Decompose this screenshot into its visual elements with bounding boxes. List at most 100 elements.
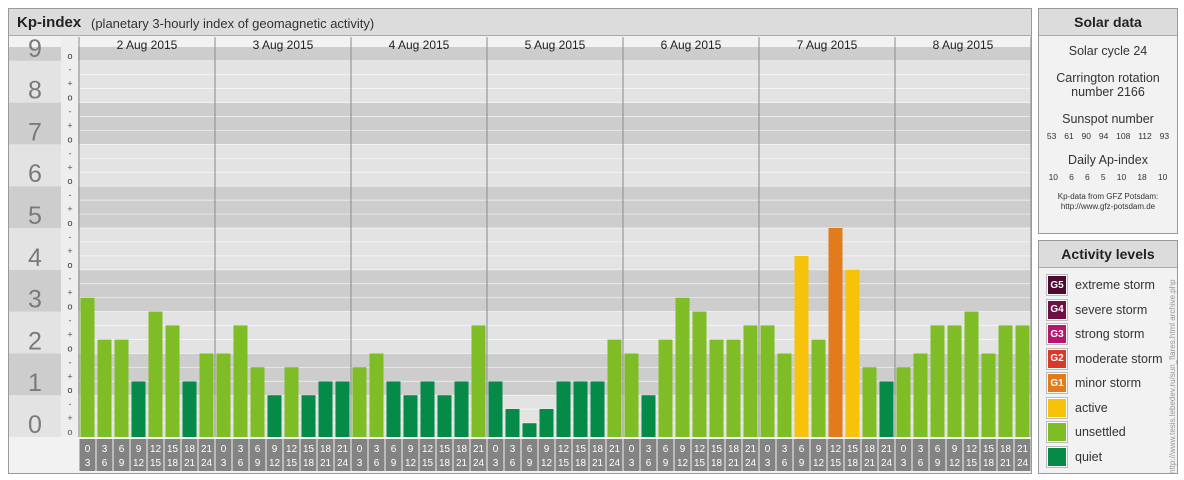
interval-end-label: 3 <box>765 458 771 469</box>
interval-start-label: 15 <box>575 444 587 455</box>
ap-value: 6 <box>1085 172 1090 182</box>
kp-index-panel: 0 1 2 3 4 5 6 7 8 9 o + - o o + - o o + - o o + - o o + - o o + - o o + - o o +… <box>8 8 1032 474</box>
interval-end-label: 18 <box>847 458 859 469</box>
interval-start-label: 21 <box>881 444 893 455</box>
interval-start-label: 9 <box>952 444 958 455</box>
activity-level-item: G1 minor storm <box>1047 373 1141 393</box>
kp-bar <box>794 256 809 437</box>
kp-bar <box>828 227 843 437</box>
activity-levels-title: Activity levels <box>1039 241 1177 268</box>
interval-end-label: 3 <box>357 458 363 469</box>
sub-tick-label: o <box>67 176 72 186</box>
kp-bar <box>845 269 860 437</box>
interval-start-label: 18 <box>320 444 332 455</box>
interval-box <box>368 439 385 471</box>
interval-start-label: 21 <box>201 444 213 455</box>
ap-values: 10 6 6 5 10 18 10 <box>1039 172 1177 182</box>
interval-start-label: 6 <box>391 444 397 455</box>
sub-tick-label: o <box>67 343 72 353</box>
kp-bar <box>505 408 520 437</box>
interval-start-label: 6 <box>935 444 941 455</box>
sub-tick-label: + <box>67 162 72 172</box>
interval-start-label: 9 <box>816 444 822 455</box>
interval-start-label: 18 <box>1000 444 1012 455</box>
interval-end-label: 9 <box>663 458 669 469</box>
sunspot-value: 112 <box>1138 131 1152 141</box>
kp-bar <box>760 325 775 437</box>
sub-tick-label: - <box>69 232 72 242</box>
interval-end-label: 15 <box>286 458 298 469</box>
kp-bar <box>556 381 571 437</box>
sub-tick-label: o <box>67 93 72 103</box>
kp-band <box>9 269 1031 312</box>
interval-box <box>317 439 334 471</box>
kp-bar <box>879 381 894 437</box>
interval-end-label: 24 <box>201 458 213 469</box>
interval-box <box>521 439 538 471</box>
interval-box <box>283 439 300 471</box>
activity-level-item: G2 moderate storm <box>1047 348 1163 369</box>
kp-bar <box>981 353 996 437</box>
interval-start-label: 15 <box>983 444 995 455</box>
kp-band <box>9 47 1031 61</box>
interval-start-label: 15 <box>439 444 451 455</box>
interval-start-label: 0 <box>629 444 635 455</box>
ap-value: 10 <box>1116 172 1127 182</box>
activity-level-swatch: G5 <box>1047 275 1067 295</box>
interval-end-label: 21 <box>456 458 468 469</box>
kp-bar <box>420 381 435 437</box>
interval-end-label: 18 <box>439 458 451 469</box>
interval-box <box>470 439 487 471</box>
interval-box <box>725 439 742 471</box>
interval-end-label: 15 <box>558 458 570 469</box>
kp-bar <box>148 311 163 437</box>
sub-tick-label: + <box>67 371 72 381</box>
kp-bar <box>573 381 588 437</box>
kp-bar <box>250 367 265 437</box>
interval-start-label: 18 <box>864 444 876 455</box>
activity-level-swatch: G1 <box>1047 373 1067 393</box>
interval-end-label: 15 <box>966 458 978 469</box>
kp-bar <box>896 367 911 437</box>
activity-level-swatch: G2 <box>1047 348 1067 369</box>
interval-box <box>1014 439 1031 471</box>
interval-end-label: 6 <box>646 458 652 469</box>
interval-end-label: 15 <box>694 458 706 469</box>
kp-bar <box>947 325 962 437</box>
interval-box <box>555 439 572 471</box>
interval-start-label: 15 <box>167 444 179 455</box>
interval-box <box>793 439 810 471</box>
sub-tick-label: - <box>69 399 72 409</box>
interval-end-label: 12 <box>813 458 825 469</box>
interval-box <box>351 439 368 471</box>
kp-bar <box>165 325 180 437</box>
interval-end-label: 9 <box>935 458 941 469</box>
interval-start-label: 6 <box>255 444 261 455</box>
interval-end-label: 24 <box>473 458 485 469</box>
interval-end-label: 6 <box>374 458 380 469</box>
activity-level-label: moderate storm <box>1075 351 1163 366</box>
interval-box <box>385 439 402 471</box>
kp-bar <box>726 339 741 437</box>
kp-bar <box>114 339 129 437</box>
interval-end-label: 9 <box>527 458 533 469</box>
sub-tick-label: o <box>67 385 72 395</box>
interval-box <box>232 439 249 471</box>
interval-box <box>215 439 232 471</box>
sunspot-value: 90 <box>1081 131 1092 141</box>
interval-start-label: 3 <box>374 444 380 455</box>
source-link[interactable]: http://www.gfz-potsdam.de <box>1060 202 1156 211</box>
interval-box <box>997 439 1014 471</box>
day-label: 5 Aug 2015 <box>525 38 586 52</box>
interval-start-label: 18 <box>456 444 468 455</box>
y-tick-label: 3 <box>28 286 42 314</box>
interval-box <box>776 439 793 471</box>
interval-start-label: 3 <box>782 444 788 455</box>
kp-bar <box>624 353 639 437</box>
sub-tick-label: - <box>69 357 72 367</box>
interval-start-label: 6 <box>799 444 805 455</box>
interval-start-label: 21 <box>473 444 485 455</box>
interval-end-label: 6 <box>238 458 244 469</box>
interval-start-label: 3 <box>510 444 516 455</box>
activity-level-swatch: G4 <box>1047 299 1067 320</box>
